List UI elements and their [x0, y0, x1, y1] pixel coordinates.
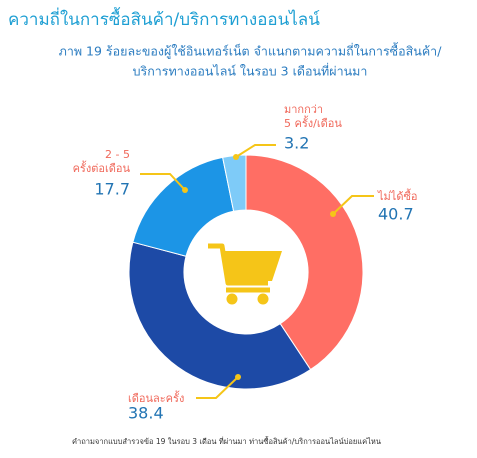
- chart-title: ความถี่ในการซื้อสินค้า/บริการทางออนไลน์: [8, 7, 320, 30]
- subtitle: ภาพ 19 ร้อยละของผู้ใช้อินเทอร์เน็ต จำแนก…: [59, 42, 443, 60]
- value-label: 38.4: [128, 404, 164, 423]
- category-label: มากกว่า: [284, 103, 323, 116]
- category-label: ครั้งต่อเดือน: [73, 160, 131, 175]
- category-label: เดือนละครั้ง: [128, 390, 184, 405]
- value-label: 17.7: [94, 180, 130, 199]
- leader-lines: [140, 144, 374, 399]
- value-label: 40.7: [378, 205, 414, 224]
- donut: [128, 154, 364, 390]
- slice: [128, 241, 312, 390]
- category-label: ไม่ได้ซื้อ: [377, 188, 418, 203]
- slice: [222, 154, 247, 212]
- slice: [132, 156, 235, 257]
- value-label: 3.2: [284, 134, 309, 153]
- category-label: 5 ครั้ง/เดือน: [284, 115, 342, 130]
- slice: [245, 154, 364, 371]
- footnote: คำถามจากแบบสำรวจข้อ 19 ในรอบ 3 เดือน ที่…: [72, 436, 381, 446]
- category-label: 2 - 5: [105, 148, 130, 161]
- cart-icon: [208, 243, 282, 305]
- subtitle: บริการทางออนไลน์ ในรอบ 3 เดือนที่ผ่านมา: [133, 63, 368, 79]
